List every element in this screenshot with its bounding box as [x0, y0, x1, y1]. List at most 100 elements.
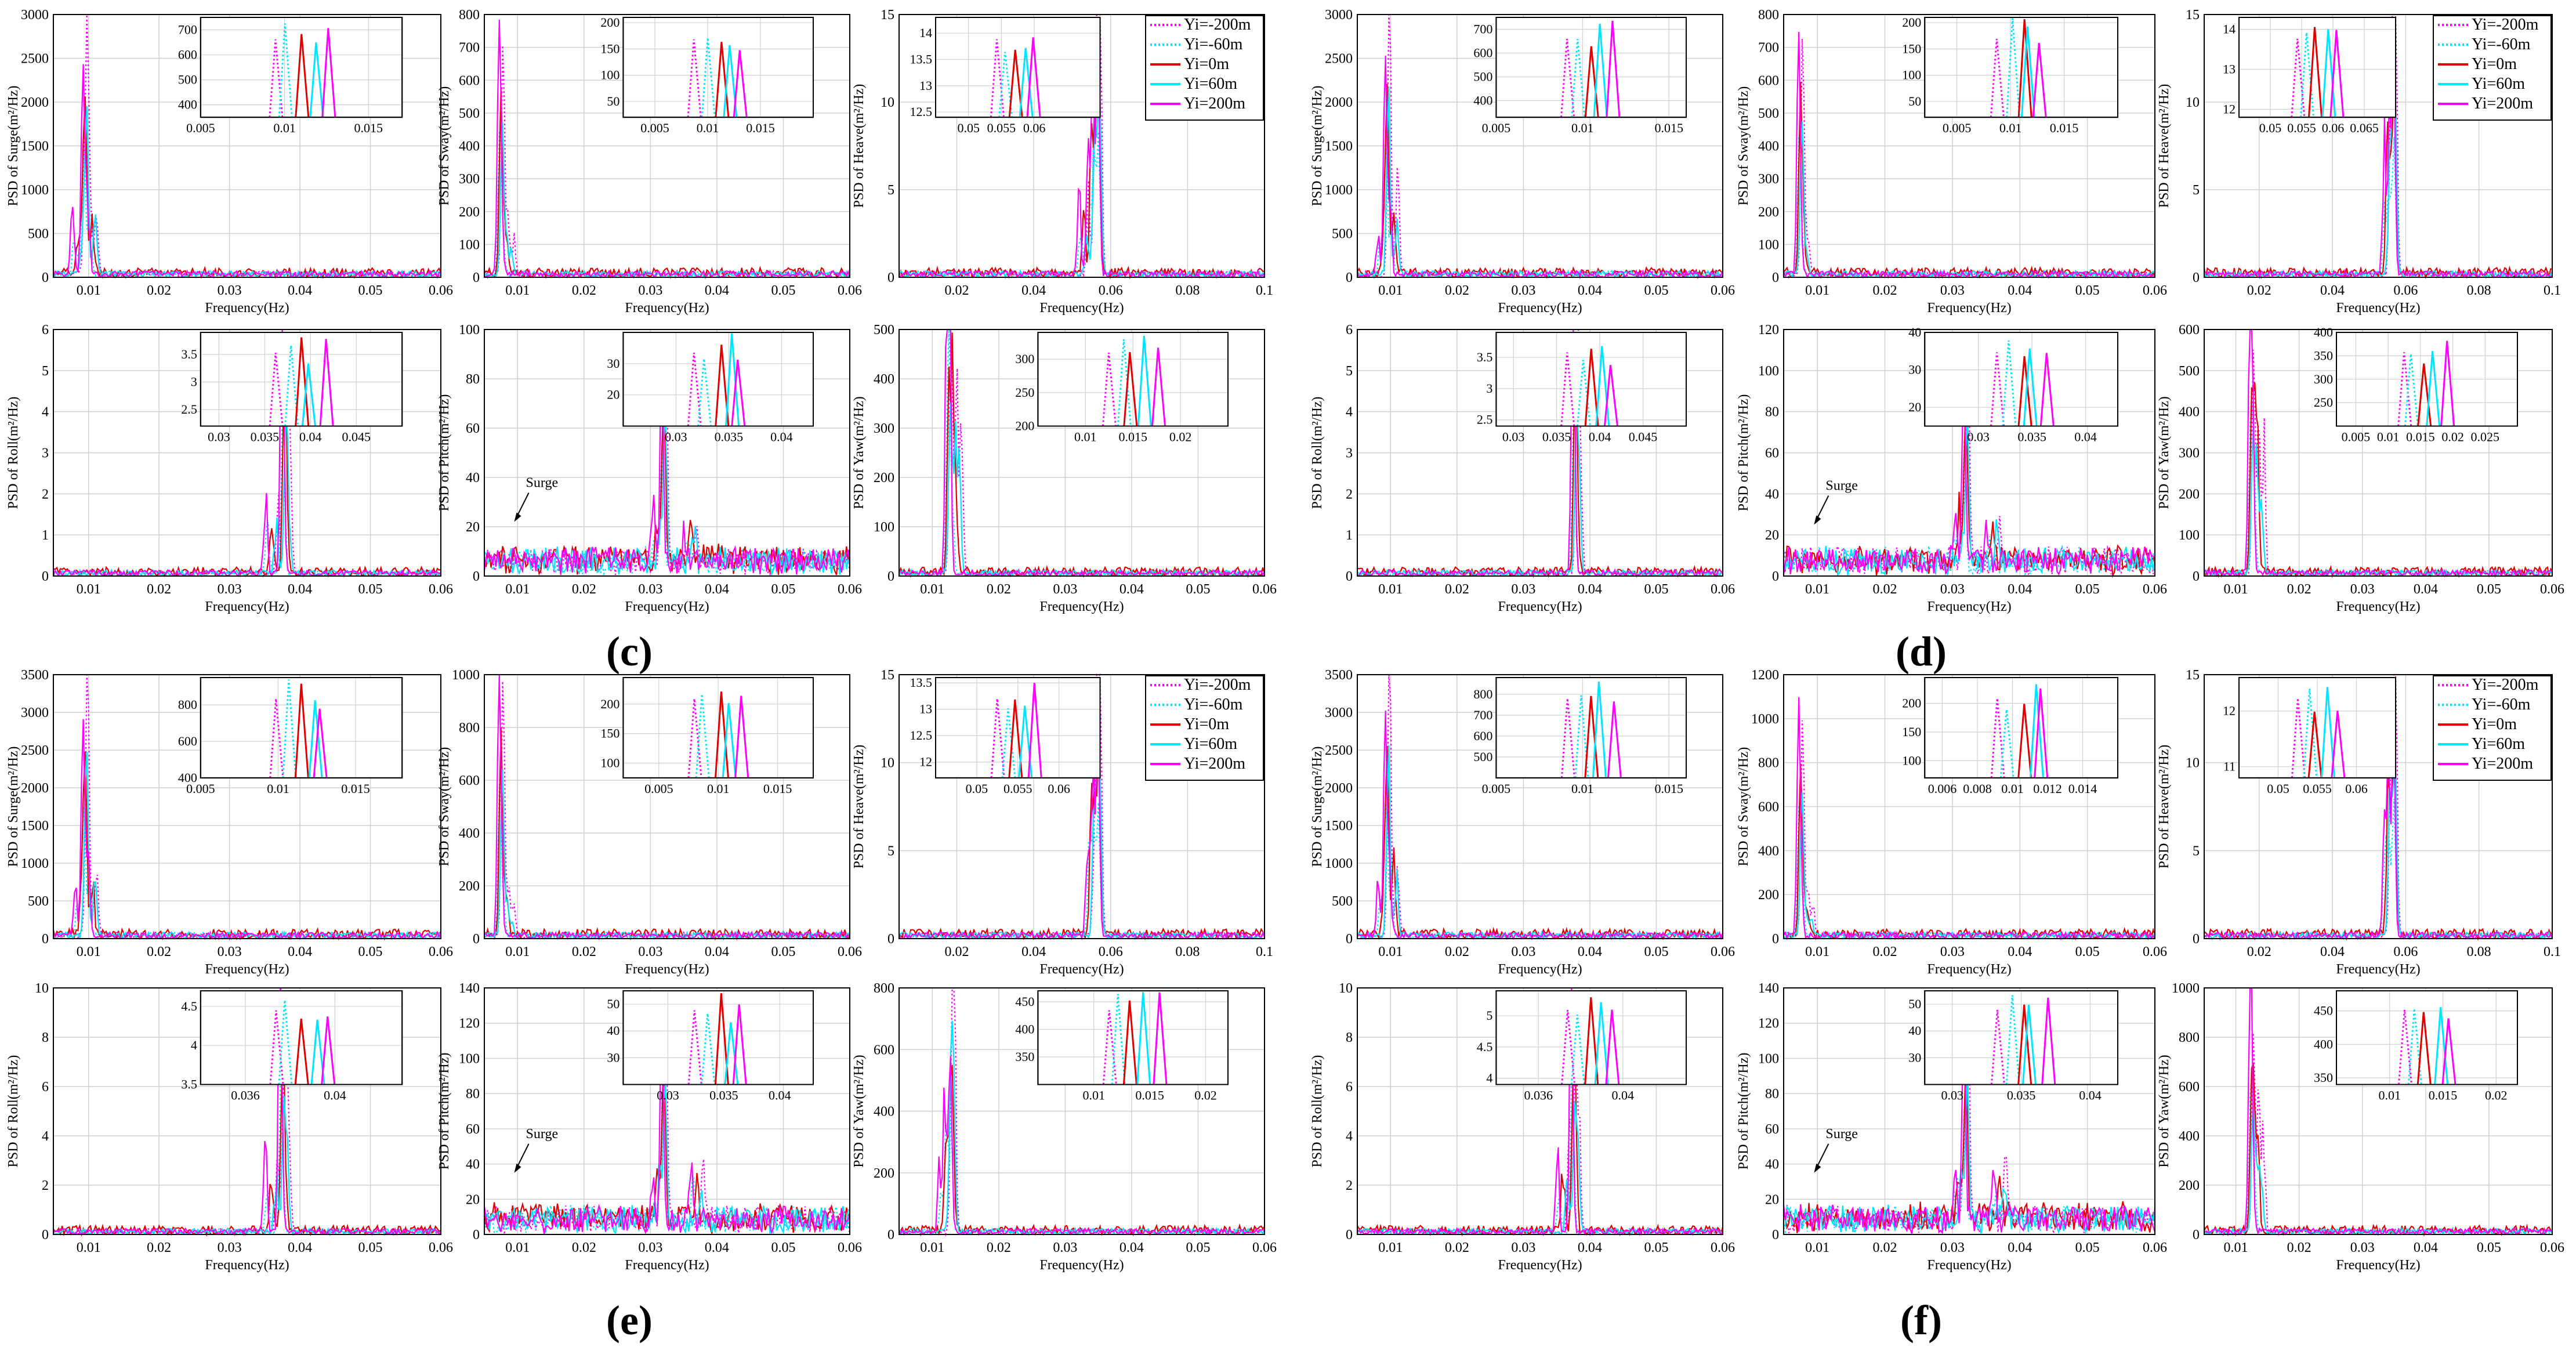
y-tick-label: 300	[1758, 172, 1779, 187]
inset-x-tick-label: 0.05	[2267, 781, 2289, 796]
series-line-Yi=0m	[1783, 82, 2155, 280]
inset-axes: 0.006 0.008 0.01 0.012 0.014 100 150 200	[1902, 677, 2118, 796]
x-tick-label: 0.03	[638, 283, 662, 298]
inset-x-tick-label: 0.065	[2350, 121, 2379, 135]
y-axis-label: PSD of Yaw(m²/Hz)	[2157, 396, 2172, 509]
inset-x-tick-label: 0.02	[2441, 430, 2464, 444]
series-line-Yi=200m	[1782, 372, 2155, 576]
y-tick-label: 300	[874, 421, 894, 436]
inset-x-tick-label: 0.015	[1118, 430, 1147, 444]
x-tick-label: 0.08	[2467, 944, 2491, 959]
y-tick-label: 500	[1332, 227, 1353, 242]
series-line-Yi=200m	[484, 19, 851, 279]
x-tick-label: 0.06	[429, 283, 453, 298]
legend-entry-label: Yi=200m	[2472, 95, 2533, 113]
series-line-Yi=60m	[1783, 792, 2156, 940]
legend-entry-label: Yi=-60m	[1184, 35, 1243, 53]
x-tick-label: 0.08	[1175, 944, 1200, 959]
x-tick-label: 0.04	[2008, 582, 2032, 597]
inset-x-tick-label: 0.03	[1941, 1088, 1963, 1103]
subplot-f-1: 0.01 0.02 0.03 0.04 0.05 0.06 0 200 400 600 800 100…	[1736, 668, 2167, 977]
inset-x-tick-label: 0.01	[2379, 1088, 2401, 1103]
inset-series-Yi=200m	[1605, 1009, 1620, 1085]
legend-entry-label: Yi=-60m	[2472, 35, 2531, 53]
inset-y-tick-label: 3.5	[181, 347, 197, 361]
x-tick-label: 0.06	[838, 1240, 862, 1255]
y-axis-label: PSD of Surge(m²/Hz)	[6, 746, 21, 867]
x-tick-label: 0.02	[147, 944, 171, 959]
series-line-Yi=200m	[53, 719, 442, 941]
x-tick-label: 0.04	[288, 283, 312, 298]
inset-x-tick-label: 0.02	[2485, 1088, 2508, 1103]
series-line-Yi=200m	[2204, 716, 2553, 940]
y-tick-label: 3500	[21, 668, 49, 683]
inset-x-tick-label: 0.055	[2287, 121, 2316, 135]
y-tick-label: 600	[2179, 323, 2200, 338]
y-tick-label: 2	[42, 1178, 49, 1193]
inset-y-tick-label: 600	[178, 734, 197, 748]
x-axis-label: Frequency(Hz)	[1498, 300, 1582, 316]
inset-x-tick-label: 0.04	[324, 1088, 346, 1103]
x-tick-label: 0.01	[920, 1240, 944, 1255]
inset-series-Yi=0m	[2307, 27, 2323, 118]
series-line-Yi=200m	[1783, 697, 2155, 941]
x-tick-label: 0.05	[771, 582, 795, 597]
y-tick-label: 700	[459, 41, 480, 56]
y-tick-label: 1	[1346, 528, 1353, 543]
surge-annotation: Surge	[526, 1127, 559, 1142]
axes-frame	[484, 674, 850, 939]
x-tick-label: 0.06	[2143, 944, 2167, 959]
inset-y-tick-label: 4	[191, 1038, 197, 1052]
x-tick-label: 0.03	[218, 1240, 242, 1255]
inset-y-tick-label: 30	[607, 356, 619, 371]
x-tick-label: 0.03	[2350, 582, 2375, 597]
x-tick-label: 0.01	[77, 1240, 101, 1255]
inset-y-tick-label: 100	[600, 68, 619, 82]
y-axis-label: PSD of Pitch(m²/Hz)	[1736, 1053, 1751, 1170]
inset-y-tick-label: 2.5	[1477, 412, 1493, 427]
y-tick-label: 80	[1765, 1087, 1779, 1102]
x-tick-label: 0.05	[1186, 1240, 1210, 1255]
inset-series-Yi=0m	[294, 683, 309, 778]
inset-x-tick-label: 0.04	[770, 430, 793, 444]
x-tick-label: 0.01	[505, 944, 530, 959]
legend-entry-label: Yi=-200m	[2472, 16, 2539, 34]
series-line-Yi=0m	[484, 88, 850, 280]
y-tick-label: 100	[459, 1051, 480, 1066]
x-tick-label: 0.02	[987, 582, 1011, 597]
series-line-Yi=-60m	[483, 1099, 851, 1234]
inset-border	[622, 17, 814, 118]
inset-y-tick-label: 800	[1473, 687, 1492, 701]
inset-x-tick-label: 0.01	[1083, 1088, 1106, 1103]
x-tick-label: 0.01	[2224, 1240, 2248, 1255]
subplot-f-0: 0.01 0.02 0.03 0.04 0.05 0.06 0 500 1000 1500 2000…	[1310, 668, 1735, 977]
x-tick-label: 0.01	[1805, 944, 1829, 959]
x-axis-label: Frequency(Hz)	[1039, 1258, 1124, 1273]
legend-entry-label: Yi=0m	[1184, 55, 1229, 73]
inset-y-tick-label: 2.5	[181, 402, 197, 417]
series-line-Yi=200m	[1357, 987, 1723, 1237]
x-tick-label: 0.04	[2414, 1240, 2438, 1255]
x-tick-label: 0.04	[2008, 283, 2032, 298]
x-axis-label: Frequency(Hz)	[1498, 1258, 1582, 1273]
inset-y-tick-label: 30	[607, 1050, 619, 1064]
y-tick-label: 2000	[21, 95, 49, 110]
y-tick-label: 0	[1772, 270, 1779, 285]
y-axis-label: PSD of Surge(m²/Hz)	[1310, 746, 1325, 867]
y-axis-label: PSD of Sway(m²/Hz)	[1736, 747, 1751, 867]
y-tick-label: 5	[887, 843, 894, 859]
inset-series-Yi=-60m	[1111, 994, 1126, 1085]
x-tick-label: 0.05	[1186, 582, 1210, 597]
y-tick-label: 300	[459, 172, 480, 187]
inset-y-tick-label: 700	[1473, 21, 1492, 36]
series-line-Yi=60m	[2203, 75, 2553, 279]
axes-frame	[1357, 14, 1723, 278]
inset-axes: 0.03 0.035 0.04 20 30 40	[1908, 325, 2118, 444]
axes-frame	[1357, 329, 1723, 577]
x-tick-label: 0.05	[2477, 582, 2501, 597]
y-tick-label: 1000	[452, 668, 480, 683]
x-tick-label: 0.02	[572, 283, 596, 298]
x-tick-label: 0.02	[1445, 1240, 1469, 1255]
inset-border	[935, 17, 1101, 118]
